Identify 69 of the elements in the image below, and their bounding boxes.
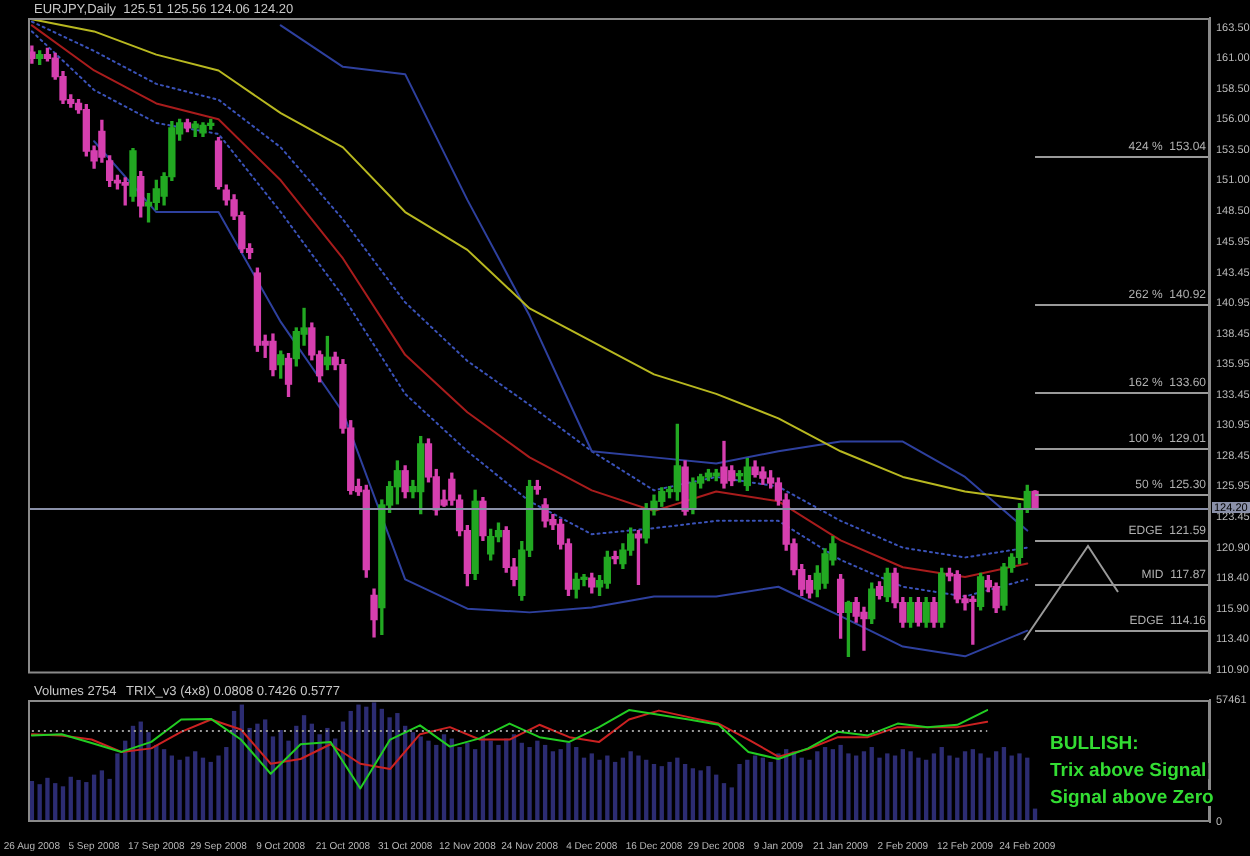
bar (566, 742, 571, 822)
bar (395, 713, 400, 822)
bar (861, 751, 867, 822)
bar (255, 723, 260, 822)
bar (519, 742, 524, 822)
bar (869, 747, 874, 822)
bar (939, 747, 944, 822)
bar (589, 753, 594, 822)
bar (636, 755, 641, 822)
bar (822, 747, 828, 822)
bar (574, 747, 579, 822)
bar (690, 768, 696, 822)
bar (496, 744, 501, 822)
bar (986, 757, 991, 822)
bar (457, 747, 462, 822)
bar (776, 753, 781, 822)
bar (830, 749, 836, 822)
bar (838, 744, 843, 822)
bar (99, 770, 105, 822)
bar (356, 704, 361, 822)
bar (706, 766, 711, 822)
bar (900, 749, 905, 822)
bar (472, 749, 478, 822)
bar (667, 761, 672, 822)
bar (1001, 747, 1007, 822)
bar (387, 717, 392, 822)
bar (651, 764, 657, 822)
bar (418, 736, 423, 822)
bar (815, 751, 820, 822)
bar (698, 770, 703, 822)
bar (434, 744, 439, 822)
bar (807, 759, 812, 822)
bar (224, 747, 229, 822)
bar (970, 749, 975, 822)
bar (185, 756, 190, 822)
annotation: BULLISH: (1050, 733, 1139, 756)
bar (488, 740, 493, 822)
bar (908, 751, 913, 822)
bar (768, 761, 773, 822)
bar (993, 751, 999, 822)
bar (737, 764, 742, 822)
bar (1017, 753, 1022, 822)
bar (947, 755, 952, 822)
bar (931, 753, 937, 822)
bar (846, 753, 851, 822)
bar (558, 749, 563, 822)
annotation: Trix above Signal (1050, 760, 1207, 783)
bar (962, 751, 968, 822)
bar (535, 740, 540, 822)
bar (216, 755, 221, 822)
bar (193, 751, 198, 822)
bar (177, 759, 182, 822)
bar (978, 753, 983, 822)
bar (916, 757, 921, 822)
bar (45, 777, 50, 822)
bar (161, 749, 167, 822)
bar (628, 751, 633, 822)
bar (542, 744, 548, 822)
bar (597, 759, 602, 822)
bar (885, 753, 890, 822)
bar (76, 779, 81, 822)
bar (325, 727, 330, 822)
bar (465, 742, 470, 822)
bar (426, 740, 431, 822)
bar (682, 764, 688, 822)
bar (527, 747, 532, 822)
annotation: Signal above Zero (1050, 787, 1215, 810)
bar (550, 751, 556, 822)
bar (659, 766, 664, 822)
